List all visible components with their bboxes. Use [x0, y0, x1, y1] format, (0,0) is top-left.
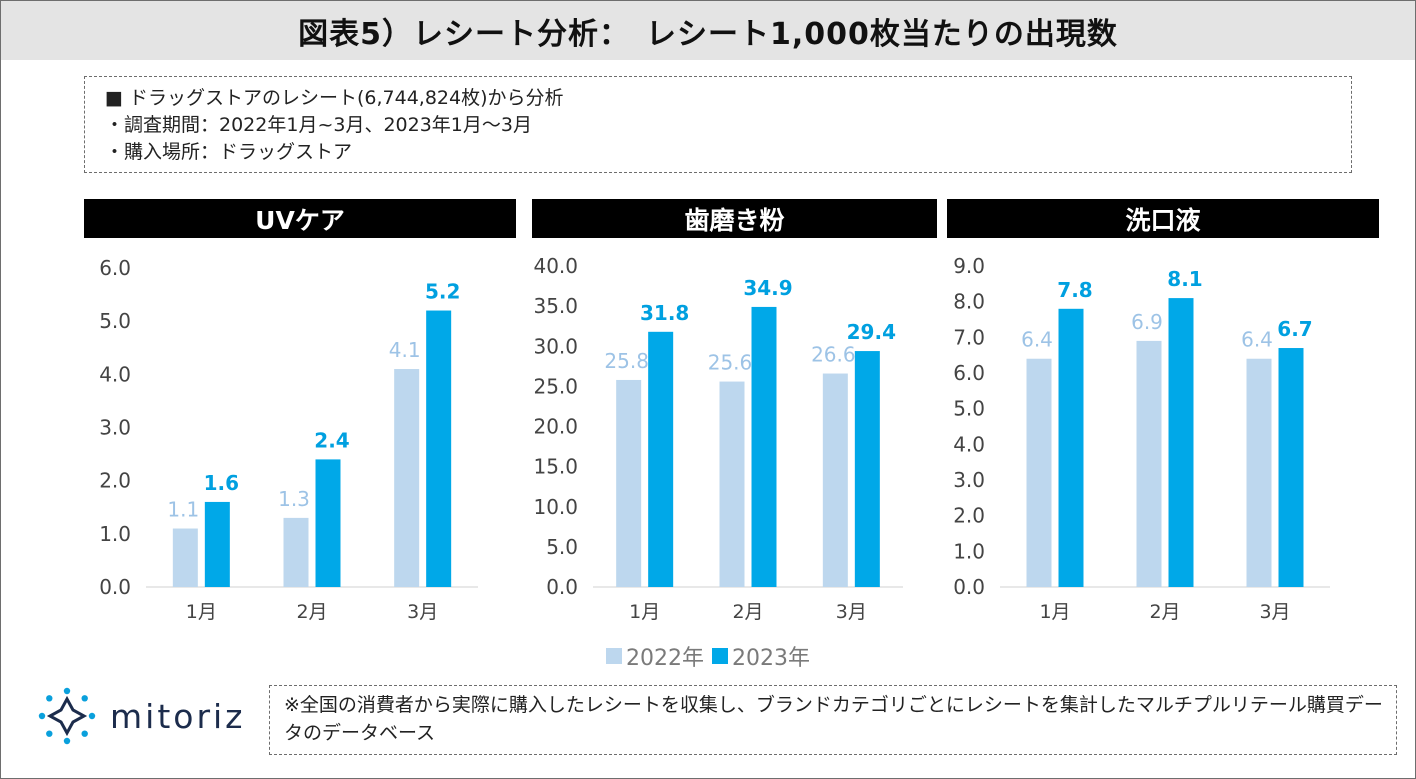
toothpaste-ytick: 20.0 [533, 415, 578, 439]
uv-care-ytick: 5.0 [99, 309, 131, 333]
mouthwash-data-label-2022: 6.4 [1021, 328, 1053, 352]
uv-care-bar-2022 [172, 528, 198, 587]
info-line-period: ・調査期間：2022年1月~3月、2023年1月～3月 [105, 114, 532, 136]
toothpaste-data-label-2023: 31.8 [640, 301, 689, 325]
toothpaste-data-label-2022: 25.6 [708, 351, 753, 375]
toothpaste-bar-2022 [616, 379, 642, 587]
legend-label-2022: 2022年 [626, 646, 704, 671]
toothpaste-ytick: 0.0 [546, 575, 578, 599]
legend-item-2023: 2023年 [712, 640, 810, 672]
chart-title-mouthwash: 洗口液 [947, 199, 1379, 238]
mouthwash-ytick: 3.0 [953, 468, 985, 492]
uv-care-data-label-2023: 2.4 [314, 428, 349, 452]
mouthwash-ytick: 1.0 [953, 539, 985, 563]
legend-swatch-2023 [712, 648, 728, 664]
uv-care-ytick: 6.0 [99, 256, 131, 280]
mouthwash-bar-2023 [1168, 298, 1194, 587]
uv-care-xtick: 3月 [407, 601, 438, 623]
uv-care-xtick: 1月 [186, 601, 217, 623]
mouthwash-data-label-2023: 8.1 [1167, 267, 1202, 291]
toothpaste-ytick: 25.0 [533, 374, 578, 398]
mouthwash-bar-2023 [1278, 348, 1304, 587]
mouthwash-data-label-2022: 6.4 [1241, 328, 1273, 352]
mouthwash-ytick: 6.0 [953, 361, 985, 385]
toothpaste-data-label-2022: 25.8 [604, 349, 649, 373]
uv-care-bar-2023 [204, 501, 230, 587]
toothpaste-bar-2023 [854, 351, 880, 587]
toothpaste-ytick: 35.0 [533, 294, 578, 318]
chart-title-toothpaste: 歯磨き粉 [532, 199, 937, 238]
mouthwash-ytick: 8.0 [953, 290, 985, 314]
toothpaste-xtick: 1月 [629, 601, 660, 623]
uv-care-ytick: 2.0 [99, 469, 131, 493]
uv-care-ytick: 1.0 [99, 522, 131, 546]
uv-care-data-label-2022: 1.3 [278, 487, 310, 511]
mouthwash-bar-2022 [1246, 358, 1272, 587]
uv-care-bar-2023 [315, 459, 341, 587]
mouthwash-ytick: 9.0 [953, 254, 985, 278]
mouthwash-ytick: 5.0 [953, 397, 985, 421]
footnote-box: ※全国の消費者から実際に購入したレシートを収集し、ブランドカテゴリごとにレシート… [269, 685, 1397, 755]
legend: 2022年 2023年 [0, 640, 1416, 672]
toothpaste-ytick: 15.0 [533, 455, 578, 479]
mouthwash-ytick: 7.0 [953, 325, 985, 349]
mouthwash-data-label-2023: 7.8 [1057, 278, 1092, 302]
toothpaste-xtick: 2月 [732, 601, 763, 623]
toothpaste-ytick: 5.0 [546, 535, 578, 559]
toothpaste-bar-2023 [751, 306, 777, 587]
footnote-text: ※全国の消費者から実際に購入したレシートを収集し、ブランドカテゴリごとにレシート… [284, 694, 1383, 744]
title-bar: 図表5）レシート分析： レシート1,000枚当たりの出現数 [1, 1, 1415, 60]
uv-care-bar-2022 [283, 517, 309, 587]
mouthwash-ytick: 2.0 [953, 504, 985, 528]
toothpaste-bar-2023 [648, 331, 674, 587]
legend-swatch-2022 [606, 648, 622, 664]
toothpaste-bar-2022 [822, 373, 848, 587]
toothpaste-ytick: 30.0 [533, 334, 578, 358]
uv-care-data-label-2022: 4.1 [389, 338, 421, 362]
mouthwash-xtick: 2月 [1149, 601, 1180, 623]
charts-area: 0.0 1.0 2.0 3.0 4.0 5.0 6.0 1.11.6 1月 1.3 2.4 2月 4.1… [99, 254, 1330, 623]
toothpaste-bar-2022 [719, 381, 745, 587]
uv-care-xtick: 2月 [296, 601, 327, 623]
mouthwash-bar-2022 [1026, 358, 1052, 587]
legend-item-2022: 2022年 [606, 640, 704, 672]
info-box: ■ ドラッグストアのレシート(6,744,824枚)から分析 ・調査期間：202… [84, 76, 1352, 173]
mouthwash-bar-2023 [1058, 308, 1084, 587]
toothpaste-data-label-2022: 26.6 [811, 343, 856, 367]
info-line-source: ■ ドラッグストアのレシート(6,744,824枚)から分析 [105, 87, 564, 109]
uv-care-bar-2023 [426, 310, 452, 587]
mitoriz-logo: mitoriz [36, 685, 246, 747]
logo-text: mitoriz [110, 696, 246, 736]
mouthwash-ytick: 0.0 [953, 575, 985, 599]
uv-care-data-label-2023: 1.6 [204, 471, 239, 495]
toothpaste-data-label-2023: 29.4 [847, 320, 896, 344]
legend-label-2023: 2023年 [732, 646, 810, 671]
mouthwash-data-label-2022: 6.9 [1131, 310, 1163, 334]
uv-care-bar-2022 [394, 369, 420, 587]
chart-title-uv-care: UVケア [84, 199, 516, 238]
mouthwash-xtick: 3月 [1259, 601, 1290, 623]
uv-care-ytick: 4.0 [99, 362, 131, 386]
page-title: 図表5）レシート分析： レシート1,000枚当たりの出現数 [298, 16, 1118, 52]
toothpaste-data-label-2023: 34.9 [743, 276, 792, 300]
mouthwash-ytick: 4.0 [953, 432, 985, 456]
toothpaste-ytick: 10.0 [533, 495, 578, 519]
mouthwash-bar-2022 [1136, 340, 1162, 587]
toothpaste-xtick: 3月 [836, 601, 867, 623]
uv-care-data-label-2022: 1.1 [167, 498, 199, 522]
uv-care-ytick: 3.0 [99, 416, 131, 440]
uv-care-ytick: 0.0 [99, 575, 131, 599]
mouthwash-xtick: 1月 [1039, 601, 1070, 623]
info-line-place: ・購入場所：ドラッグストア [105, 141, 353, 163]
uv-care-data-label-2023: 5.2 [425, 280, 460, 304]
mouthwash-data-label-2023: 6.7 [1277, 317, 1312, 341]
mitoriz-star-icon [38, 687, 96, 745]
toothpaste-ytick: 40.0 [533, 254, 578, 278]
